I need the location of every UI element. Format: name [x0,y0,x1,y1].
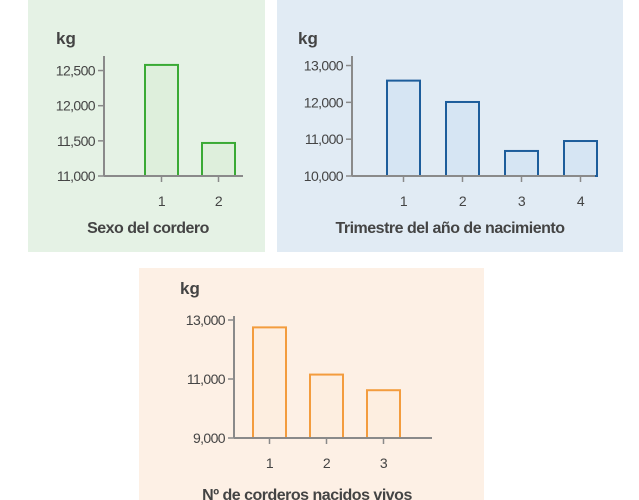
bar [309,373,344,439]
bar [201,141,236,178]
chart-trimestre: kg 10,000 11,000 12,000 13,000 1 2 3 4 Trimestre … [298,29,598,237]
bar [504,149,539,177]
chart-panel-trimestre: kg 10,000 11,000 12,000 13,000 1 2 3 4 Trimestre … [277,0,623,252]
y-tick-label: 10,000 [304,168,344,184]
bar [563,140,598,177]
bar [445,100,480,177]
chart-sexo: kg 11,000 11,500 12,000 12,500 1 2 Sexo del cor… [56,29,243,237]
x-axis-title: Trimestre del año de nacimiento [335,220,565,237]
y-tick-label: 11,500 [57,133,96,149]
x-tick-label: 1 [400,193,408,209]
y-tick-label: 11,000 [187,371,226,387]
chart-corderos: kg 9,000 11,000 13,000 1 2 3 Nº de corderos nac… [180,279,432,500]
x-tick-label: 3 [380,455,388,471]
y-unit-label: kg [56,29,76,48]
x-tick-label: 2 [323,455,331,471]
x-tick-label: 1 [266,455,274,471]
y-tick-label: 9,000 [193,430,226,446]
x-tick-label: 1 [158,193,166,209]
bar [144,63,179,177]
y-tick-label: 11,000 [57,168,96,184]
bar [366,389,401,439]
x-axis-title: Nº de corderos nacidos vivos [202,487,412,500]
x-tick-label: 3 [518,193,526,209]
x-tick-label: 2 [215,193,223,209]
y-unit-label: kg [180,279,200,298]
chart-panel-corderos: kg 9,000 11,000 13,000 1 2 3 Nº de corderos nac… [139,268,484,500]
y-tick-label: 11,000 [305,131,344,147]
y-tick-label: 13,000 [304,58,344,74]
x-tick-label: 2 [459,193,467,209]
chart-panel-sexo: kg 11,000 11,500 12,000 12,500 1 2 Sexo del cor… [28,0,265,252]
y-unit-label: kg [298,29,318,48]
y-tick-label: 12,000 [56,98,96,114]
x-tick-label: 4 [577,193,585,209]
bar [386,79,421,177]
x-axis-title: Sexo del cordero [87,220,210,237]
y-tick-label: 12,000 [304,94,344,110]
y-tick-label: 13,000 [186,312,226,328]
bar [252,326,287,439]
y-tick-label: 12,500 [56,63,96,79]
